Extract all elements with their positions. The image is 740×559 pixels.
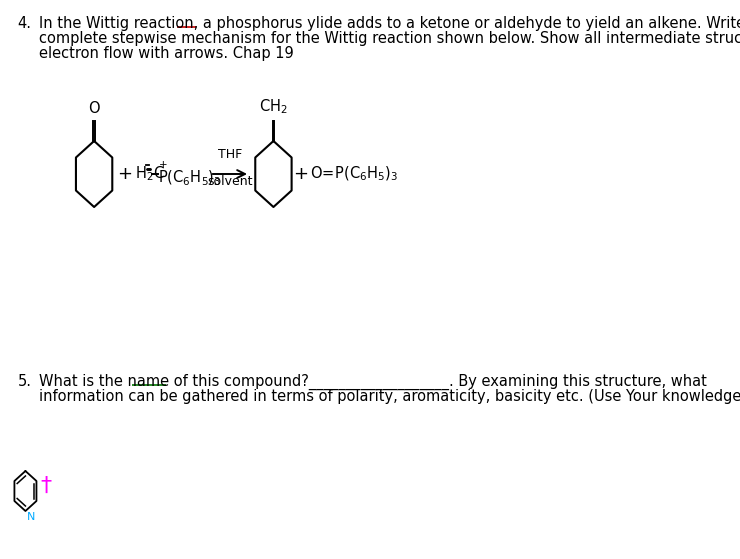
Text: THF: THF bbox=[218, 148, 242, 161]
Text: $\overset{+}{\mathrm{P}}$(C$_6$H$_5$)$_3$: $\overset{+}{\mathrm{P}}$(C$_6$H$_5$)$_3… bbox=[158, 160, 221, 188]
Text: In the Wittig reaction, a phosphorus ylide adds to a ketone or aldehyde to yield: In the Wittig reaction, a phosphorus yli… bbox=[39, 16, 740, 31]
Text: 5.: 5. bbox=[18, 374, 32, 389]
Text: H$_2$C: H$_2$C bbox=[135, 165, 164, 183]
Text: +: + bbox=[293, 165, 309, 183]
Text: solvent: solvent bbox=[207, 175, 252, 188]
Text: +: + bbox=[117, 165, 132, 183]
Text: electron flow with arrows. Chap 19: electron flow with arrows. Chap 19 bbox=[39, 46, 295, 61]
Text: CH$_2$: CH$_2$ bbox=[259, 97, 288, 116]
Text: 4.: 4. bbox=[18, 16, 32, 31]
Text: information can be gathered in terms of polarity, aromaticity, basicity etc. (Us: information can be gathered in terms of … bbox=[39, 389, 740, 404]
Text: O$\!=\!$P(C$_6$H$_5$)$_3$: O$\!=\!$P(C$_6$H$_5$)$_3$ bbox=[310, 165, 399, 183]
Text: What is the name of this compound?___________________. By examining this structu: What is the name of this compound?______… bbox=[39, 374, 707, 390]
Text: O: O bbox=[88, 101, 100, 116]
Text: N: N bbox=[27, 512, 36, 522]
Text: complete stepwise mechanism for the Wittig reaction shown below. Show all interm: complete stepwise mechanism for the Witt… bbox=[39, 31, 740, 46]
Text: †: † bbox=[40, 476, 51, 496]
